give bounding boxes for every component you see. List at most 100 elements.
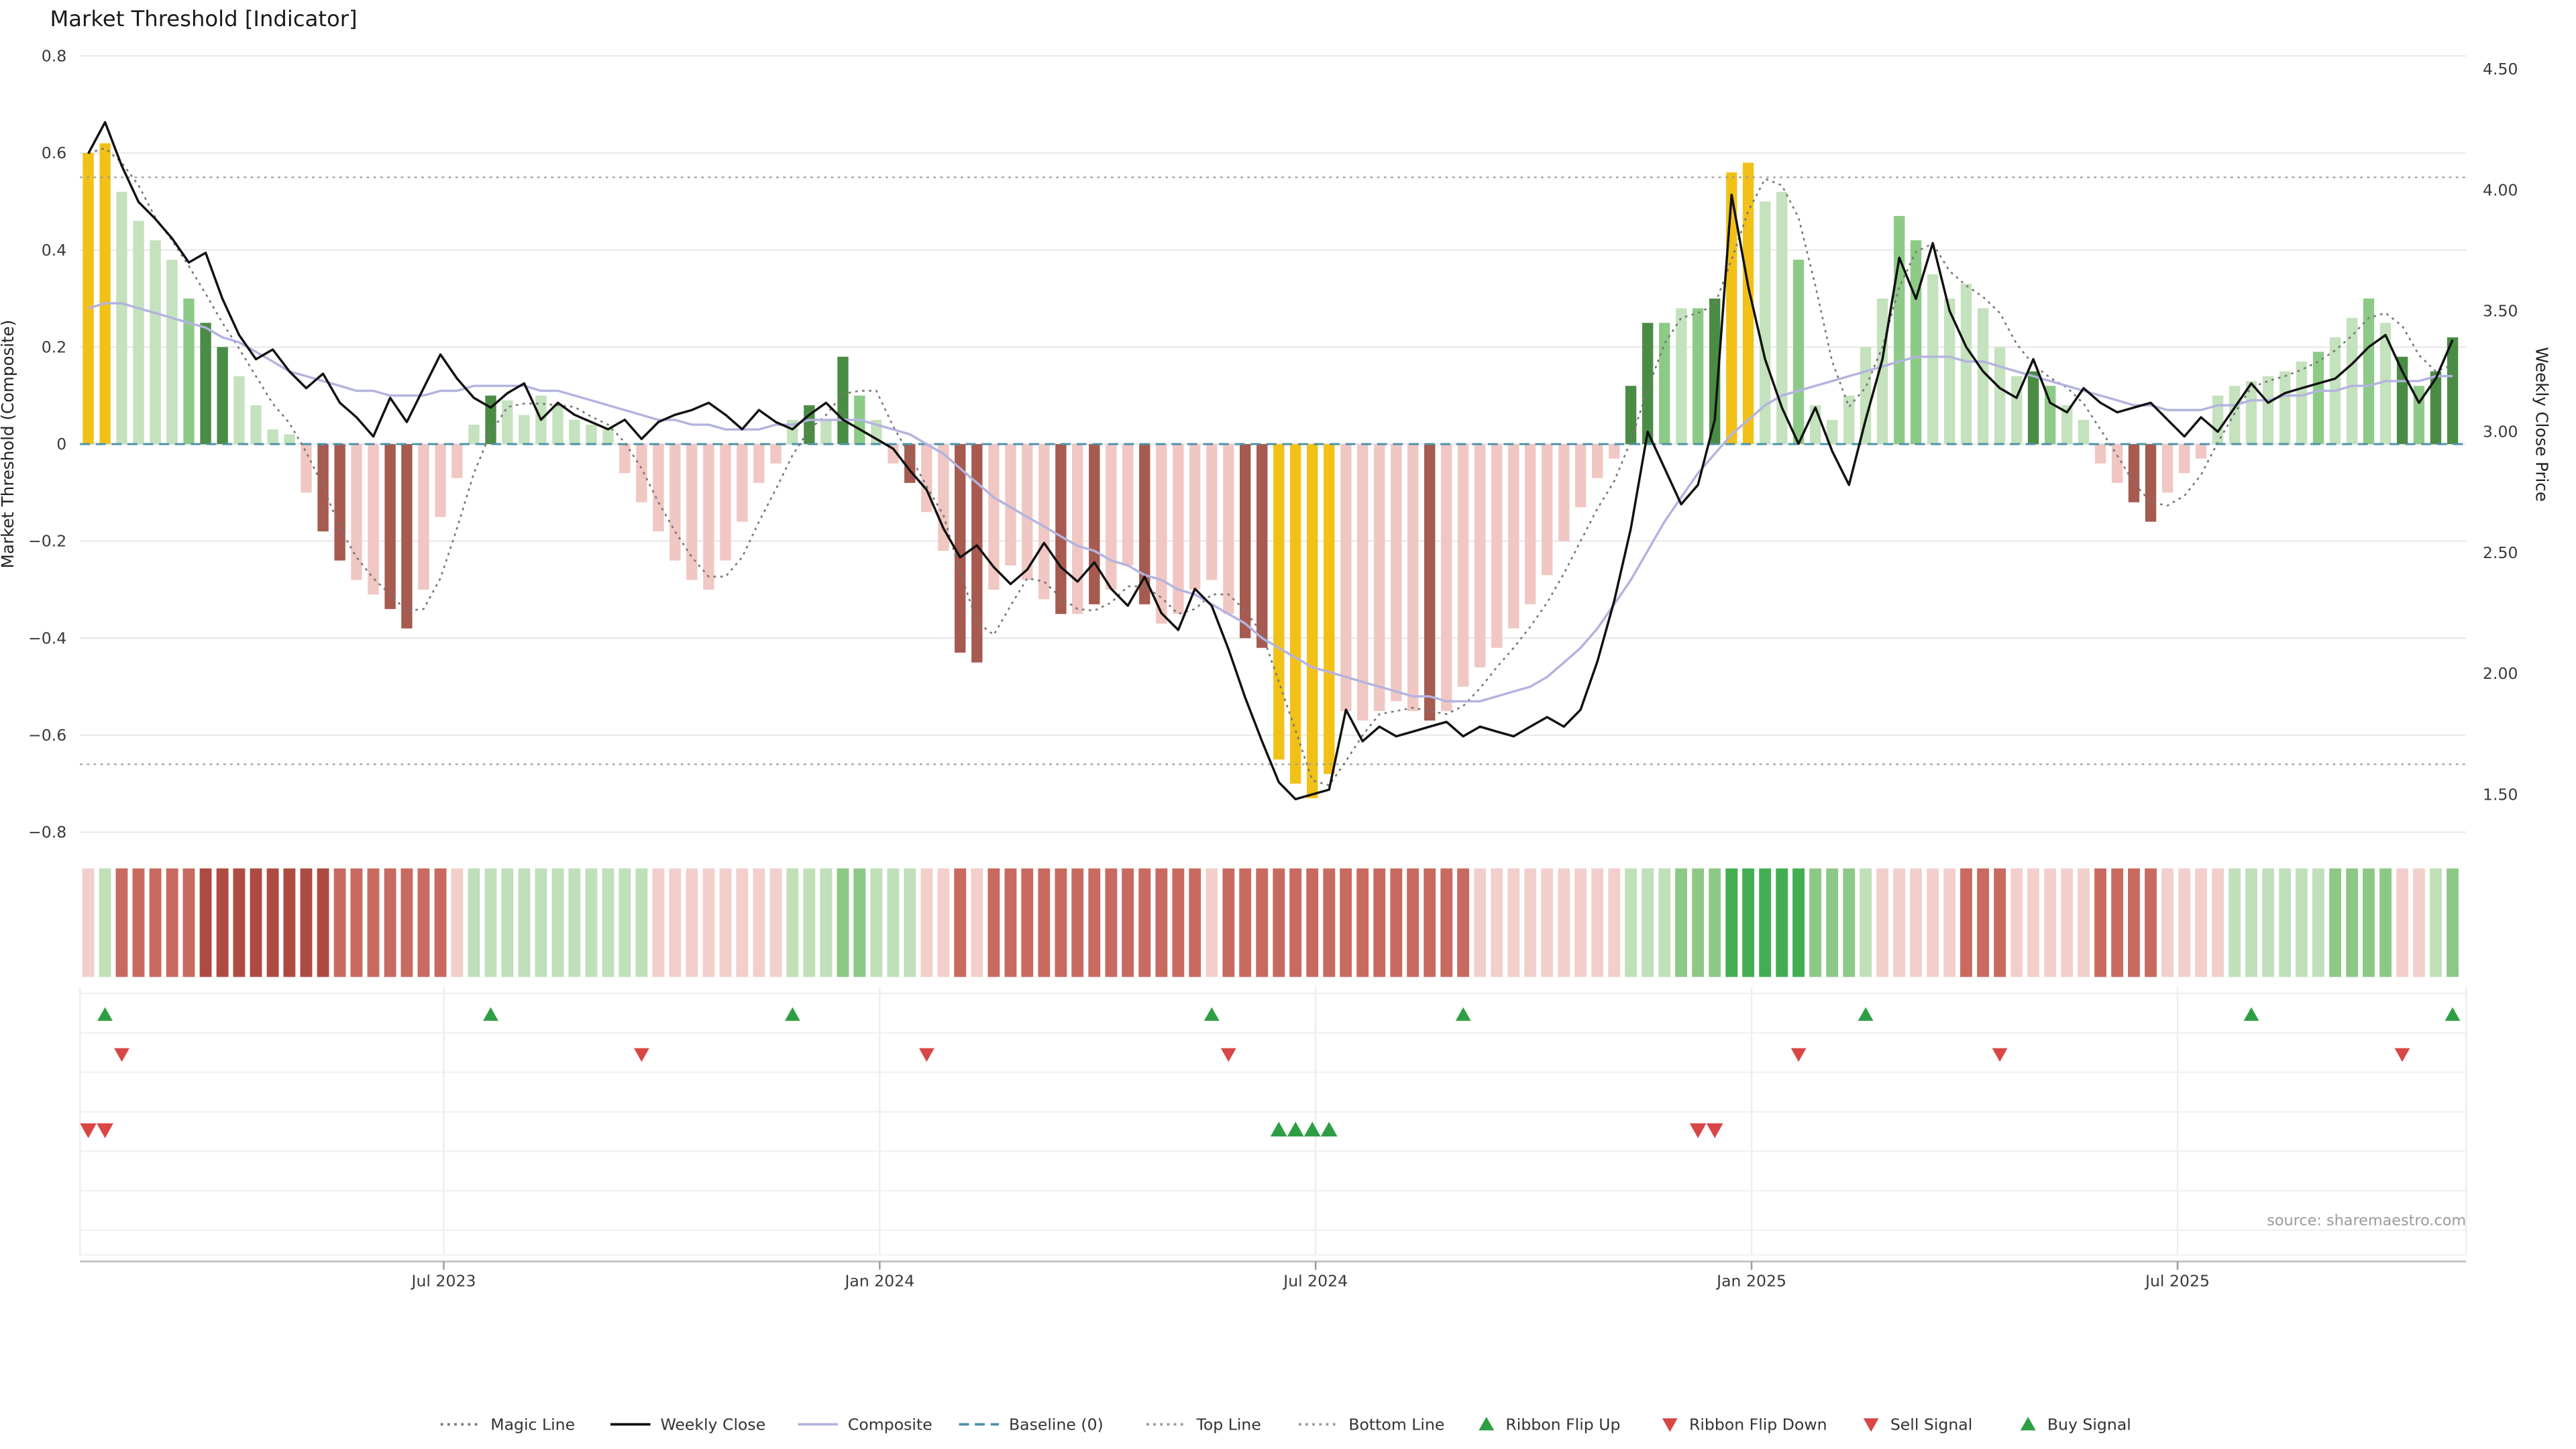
composite-bar: [1474, 443, 1486, 667]
chart-title: Market Threshold [Indicator]: [50, 6, 357, 32]
ribbon-cell: [250, 868, 262, 977]
composite-bar: [284, 434, 295, 444]
ribbon-cell: [2212, 868, 2224, 977]
composite-bar: [1659, 323, 1670, 445]
composite-bar: [1742, 162, 1754, 444]
ribbon-cell: [115, 868, 128, 977]
ribbon-cell: [1407, 868, 1419, 977]
legend-label: Top Line: [1195, 1415, 1260, 1434]
composite-bar: [2044, 386, 2056, 444]
composite-bar: [737, 443, 748, 522]
composite-bar: [1424, 443, 1436, 721]
ribbon-cell: [1071, 868, 1084, 977]
source-credit: source: sharemaestro.com: [2267, 1212, 2466, 1230]
composite-bar: [519, 415, 530, 444]
ribbon-cell: [1625, 868, 1638, 977]
ribbon-cell: [1239, 868, 1252, 977]
composite-bar: [820, 419, 832, 445]
ribbon-flip-up-icon: [2243, 1007, 2259, 1021]
legend-item-sell-signal: Sell Signal: [1863, 1415, 1972, 1434]
ribbon-cell: [853, 868, 866, 977]
right-axis-label: Weekly Close Price: [2532, 347, 2551, 502]
ribbon-cell: [1776, 868, 1788, 977]
y-tick-label-left: 0.6: [42, 144, 66, 162]
buy-signal-icon: [2020, 1416, 2036, 1431]
composite-bar: [1826, 419, 1838, 445]
ribbon-cell: [333, 868, 346, 977]
legend-label: Ribbon Flip Up: [1505, 1415, 1620, 1434]
ribbon-cell: [1642, 868, 1654, 977]
composite-bar: [2346, 317, 2358, 444]
y-tick-label-right: 3.50: [2483, 302, 2518, 321]
ribbon-cell: [1843, 868, 1856, 977]
legend-item-baseline-0: Baseline (0): [959, 1415, 1104, 1434]
y-tick-label-left: −0.8: [28, 823, 66, 842]
ribbon-cell: [2027, 868, 2039, 977]
x-tick-label: Jul 2023: [411, 1271, 476, 1290]
composite-bar: [988, 443, 1000, 590]
ribbon-cell: [2061, 868, 2074, 977]
ribbon-cell: [166, 868, 178, 977]
composite-bar: [837, 356, 849, 444]
ribbon-flip-down-icon: [1662, 1418, 1678, 1432]
ribbon-cell: [568, 868, 581, 977]
composite-bar: [1106, 443, 1117, 590]
composite-bar: [1173, 443, 1184, 614]
buy-signal-icon: [1270, 1122, 1287, 1137]
composite-bar: [586, 425, 597, 444]
ribbon-cell: [1340, 868, 1352, 977]
ribbon-cell: [753, 868, 765, 977]
composite-bar: [1776, 191, 1788, 444]
composite-bar: [116, 191, 127, 444]
composite-bar: [1240, 443, 1251, 639]
ribbon-cell: [652, 868, 665, 977]
ribbon-cell: [870, 868, 883, 977]
ribbon-strip: [82, 868, 2459, 977]
y-tick-label-right: 2.00: [2483, 664, 2518, 683]
composite-bars-layer: [83, 143, 2459, 798]
ribbon-cell: [2363, 868, 2375, 977]
y-tick-label-right: 2.50: [2483, 543, 2518, 562]
ribbon-cell: [1172, 868, 1185, 977]
ribbon-cell: [937, 868, 950, 977]
composite-bar: [1273, 443, 1285, 760]
composite-bar: [200, 323, 211, 445]
legend-item-buy-signal: Buy Signal: [2020, 1415, 2131, 1434]
legend-label: Ribbon Flip Down: [1689, 1415, 1827, 1434]
ribbon-flip-down-icon: [1790, 1048, 1807, 1062]
composite-bar: [301, 443, 312, 493]
composite-bar: [1357, 443, 1368, 721]
sell-signal-icon: [97, 1123, 113, 1138]
ribbon-flip-up-icon: [1479, 1416, 1495, 1431]
composite-bar: [669, 443, 681, 561]
ribbon-cell: [1960, 868, 1972, 977]
ribbon-cell: [2312, 868, 2324, 977]
composite-bar: [921, 443, 932, 513]
composite-bar: [451, 443, 463, 478]
composite-bar: [1709, 298, 1721, 444]
signal-panel-grid: [78, 987, 2467, 1256]
ribbon-cell: [434, 868, 447, 977]
sell-signal-icon: [80, 1123, 97, 1138]
sell-signal-icon: [1863, 1418, 1879, 1432]
ribbon-cell: [769, 868, 782, 977]
ribbon-cell: [233, 868, 246, 977]
composite-bar: [1759, 201, 1771, 444]
composite-bar: [133, 221, 144, 444]
ribbon-cell: [2379, 868, 2392, 977]
composite-bar: [1055, 443, 1067, 614]
composite-bar: [1558, 443, 1570, 541]
ribbon-cell: [1792, 868, 1805, 977]
composite-bar: [2379, 323, 2392, 445]
composite-line: [88, 302, 2453, 703]
composite-bar: [267, 429, 278, 444]
ribbon-cell: [1356, 868, 1369, 977]
ribbon-cell: [2195, 868, 2207, 977]
ribbon-cell: [669, 868, 682, 977]
composite-bar: [1324, 443, 1335, 774]
ribbon-cell: [1323, 868, 1336, 977]
ribbon-cell: [1491, 868, 1503, 977]
ribbon-cell: [1709, 868, 1721, 977]
ribbon-cell: [1273, 868, 1285, 977]
